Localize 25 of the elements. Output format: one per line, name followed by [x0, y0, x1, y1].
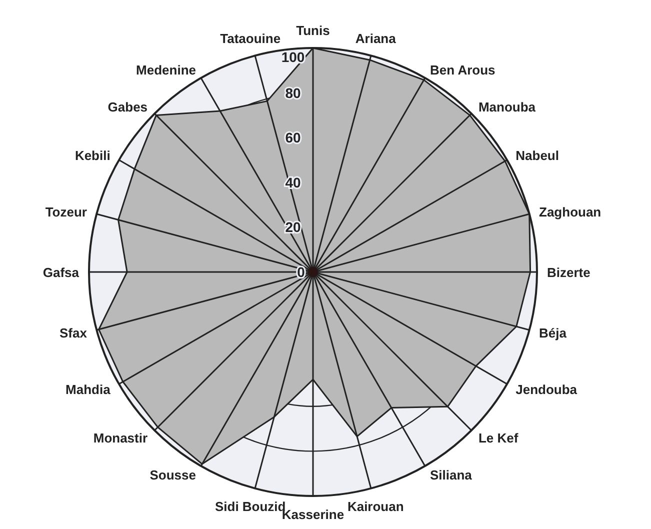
spoke-label: Monastir	[93, 430, 148, 446]
spoke-label: Sfax	[60, 326, 88, 341]
spoke-label: Kebili	[74, 148, 110, 163]
spoke-label: Béja	[539, 326, 568, 341]
y-tick-label: 100	[281, 49, 305, 65]
spoke-label: Jendouba	[516, 382, 578, 397]
spoke-label: Gafsa	[42, 265, 80, 280]
spoke-label: Tozeur	[45, 204, 87, 220]
spoke-label: Manouba	[478, 100, 536, 115]
y-tick-label: 60	[285, 130, 301, 146]
spoke-label: Bizerte	[547, 265, 590, 280]
spoke-label: Medenine	[136, 62, 196, 78]
spoke-label: Nabeul	[516, 148, 559, 163]
spoke-label: Ariana	[355, 31, 397, 46]
spoke-label: Siliana	[430, 468, 473, 483]
spoke-label: Zaghouan	[539, 204, 602, 220]
spoke-label: Gabes	[108, 100, 148, 115]
spoke-label: Tunis	[296, 23, 330, 38]
spoke-label: Ben Arous	[430, 62, 496, 78]
spoke-label: Sousse	[150, 468, 196, 483]
y-tick-label: 80	[285, 84, 301, 101]
spoke-label: Mahdia	[66, 382, 112, 397]
spoke-label: Tataouine	[220, 31, 281, 46]
spoke-label: Le Kef	[478, 430, 519, 446]
spoke-label: Kairouan	[347, 498, 404, 514]
